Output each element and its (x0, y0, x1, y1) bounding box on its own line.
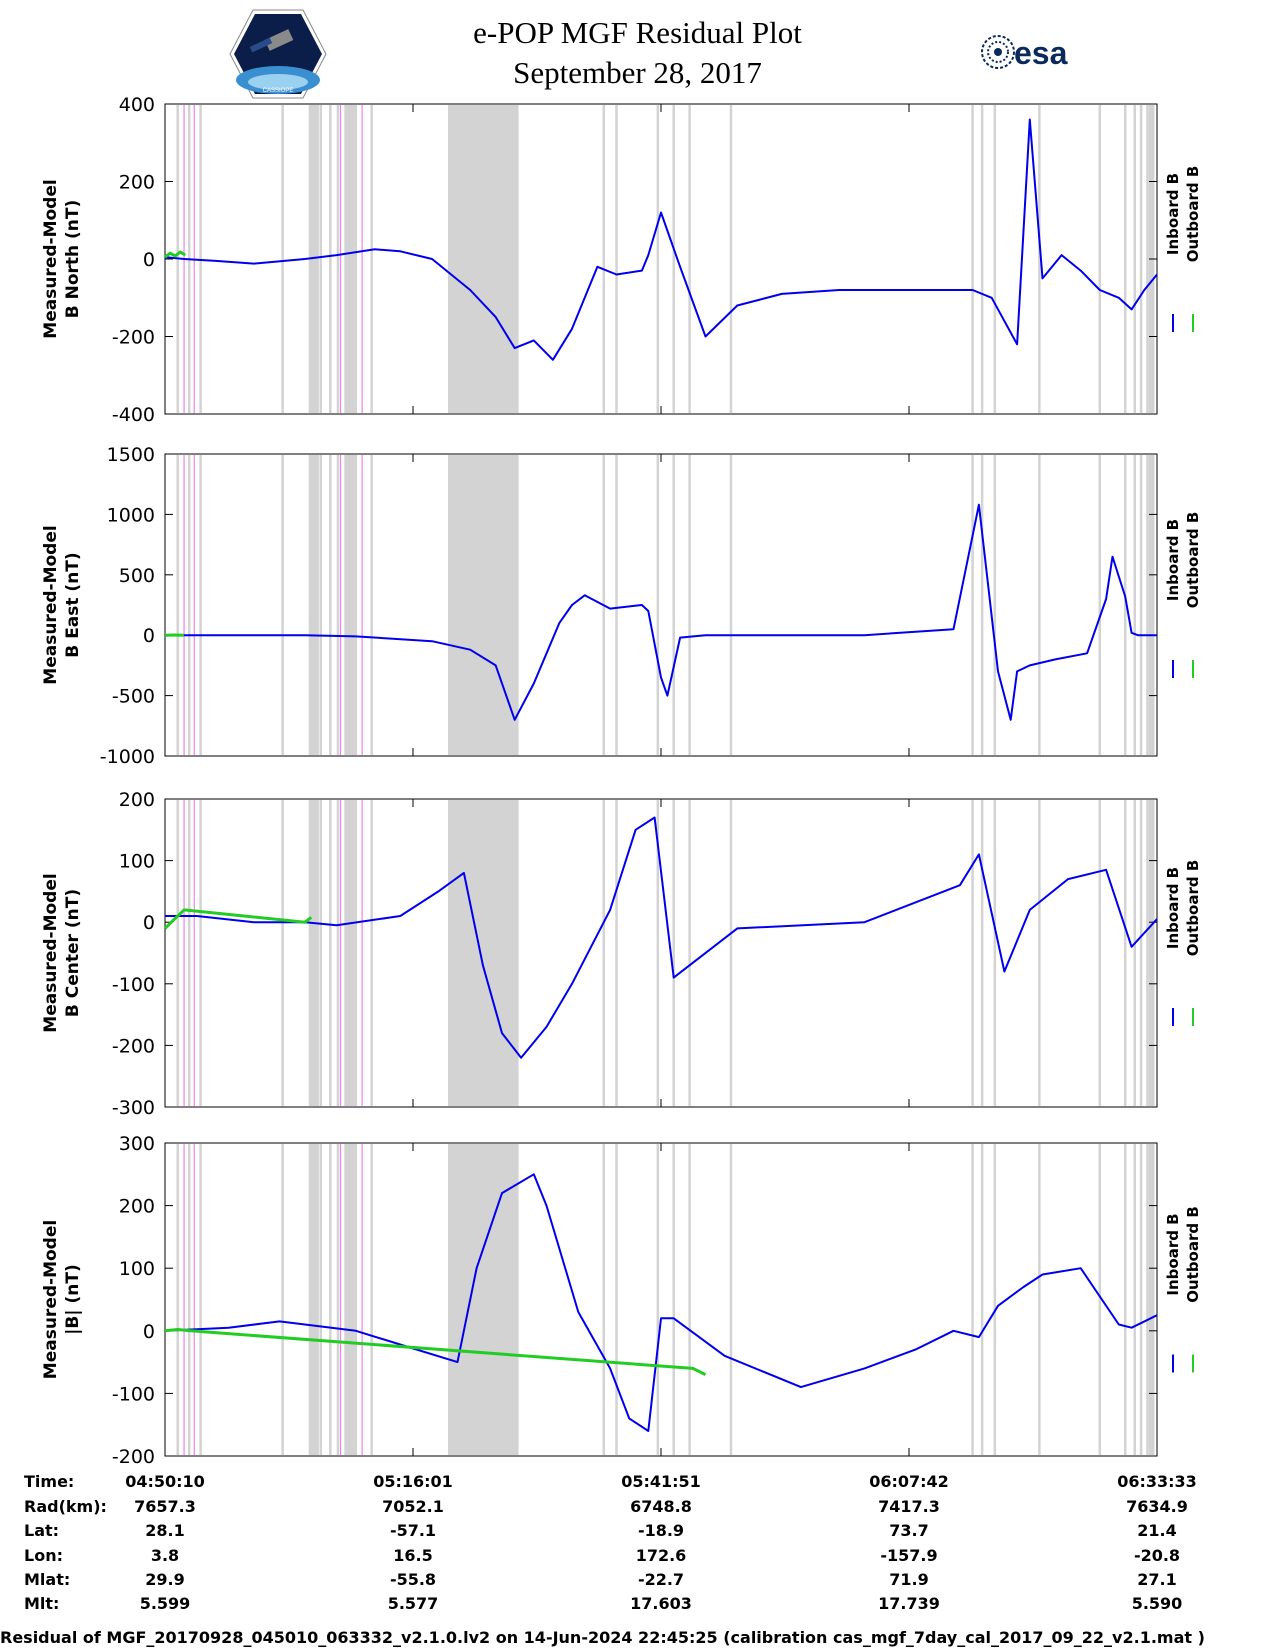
legend-label: Inboard B (1164, 519, 1182, 601)
y-tick-label: 100 (119, 1258, 155, 1280)
y-tick-label: -200 (112, 327, 155, 349)
plot-date: September 28, 2017 (513, 55, 762, 90)
gap-band (447, 455, 519, 755)
gap-band (344, 105, 355, 413)
y-tick-label: -1000 (100, 746, 155, 768)
outboard-series-line (164, 250, 187, 259)
y-tick-label: -500 (112, 686, 155, 708)
y-tick-label: 400 (119, 94, 155, 116)
y-tick-label: 200 (119, 172, 155, 194)
y-tick-label: -200 (112, 1035, 155, 1057)
gap-band (1148, 800, 1155, 1106)
outboard-series-line (163, 908, 313, 930)
y-tick-label: -100 (112, 974, 155, 996)
y-tick-label: 100 (119, 851, 155, 873)
y-axis-label: |B| (nT) (63, 1264, 83, 1335)
y-tick-label: 300 (119, 1133, 155, 1155)
gap-band (1148, 455, 1155, 755)
y-tick-label: 200 (119, 1196, 155, 1218)
gap-band (447, 800, 519, 1106)
inboard-series-line (164, 118, 1158, 361)
legend-label: Inboard B (1164, 867, 1182, 949)
y-tick-label: -400 (112, 404, 155, 426)
legend-label: Outboard B (1184, 512, 1202, 609)
y-tick-label: 200 (119, 789, 155, 811)
y-tick-label: 0 (143, 912, 155, 934)
legend-label: Inboard B (1164, 173, 1182, 255)
y-tick-label: 0 (143, 249, 155, 271)
y-tick-label: 500 (119, 565, 155, 587)
inboard-series-line (165, 503, 1157, 721)
outboard-series-line (164, 1328, 707, 1376)
gap-band (344, 1144, 355, 1455)
y-axis-label: Measured-Model (41, 525, 61, 684)
patch-text: CASSIOPE (263, 88, 294, 94)
file-caption: Residual of MGF_20170928_045010_063332_v… (0, 1628, 1205, 1647)
y-tick-label: 1000 (107, 504, 155, 526)
y-axis-label: Measured-Model (41, 179, 61, 338)
gap-band (1148, 1144, 1155, 1455)
y-axis-label: Measured-Model (41, 1220, 61, 1379)
y-tick-label: 0 (143, 625, 155, 647)
gap-band (447, 1144, 519, 1455)
legend-label: Outboard B (1184, 860, 1202, 957)
y-tick-label: -300 (112, 1097, 155, 1119)
y-tick-label: -200 (112, 1446, 155, 1468)
esa-logo-icon: esa (981, 35, 1068, 71)
inboard-series-line (165, 816, 1158, 1059)
gap-band (344, 455, 355, 755)
cassiope-mission-patch-icon: CASSIOPE (229, 9, 327, 99)
gap-band (447, 105, 519, 413)
y-axis-label: B Center (nT) (63, 889, 83, 1017)
legend-label: Outboard B (1184, 166, 1202, 263)
plot-title: e-POP MGF Residual Plot (473, 15, 802, 50)
y-tick-label: 0 (143, 1321, 155, 1343)
esa-logo-text: esa (1014, 35, 1068, 71)
legend-label: Outboard B (1184, 1206, 1202, 1303)
y-axis-label: B North (nT) (63, 200, 83, 319)
gap-band (344, 800, 355, 1106)
y-tick-label: -100 (112, 1383, 155, 1405)
legend-label: Inboard B (1164, 1213, 1182, 1295)
y-axis-label: B East (nT) (63, 552, 83, 657)
y-tick-label: 1500 (107, 444, 155, 466)
inboard-series-line (164, 1173, 1158, 1432)
y-axis-label: Measured-Model (41, 873, 61, 1032)
